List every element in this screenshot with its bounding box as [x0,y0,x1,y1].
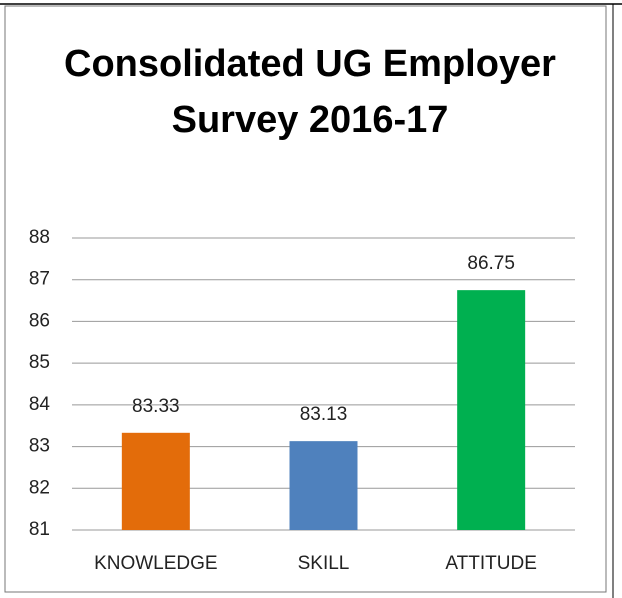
y-tick-label: 87 [29,269,50,290]
chart-title: Consolidated UG Employer Survey 2016-17 [64,43,556,141]
y-tick-label: 88 [29,227,50,248]
y-tick-label: 84 [29,394,51,415]
y-tick-label: 86 [29,310,50,331]
bar [121,432,190,530]
data-label: 83.13 [300,404,348,425]
data-label: 83.33 [132,396,180,417]
bar [289,441,358,530]
x-tick-label: ATTITUDE [445,553,536,574]
x-tick-label: KNOWLEDGE [94,553,218,574]
bar [457,290,526,530]
y-tick-label: 81 [29,519,50,540]
y-tick-label: 83 [29,436,50,457]
chart-border [4,5,607,593]
y-tick-label: 82 [29,477,50,498]
x-tick-label: SKILL [298,553,350,574]
data-label: 86.75 [467,253,515,274]
y-tick-label: 85 [29,352,50,373]
